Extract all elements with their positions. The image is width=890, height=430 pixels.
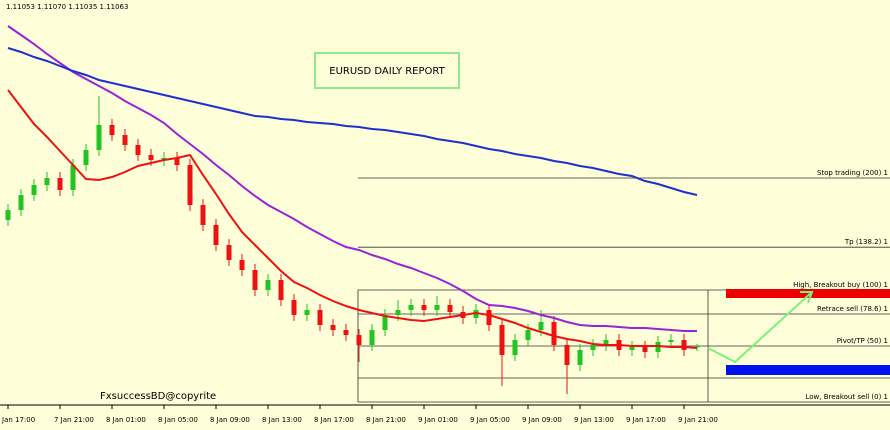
chart-title: EURUSD DAILY REPORT bbox=[329, 66, 445, 77]
forecast-arrow bbox=[707, 291, 813, 364]
x-tick-label: 9 Jan 13:00 bbox=[574, 416, 614, 424]
candle-body bbox=[408, 305, 414, 310]
ohlc-header: 1.11053 1.11070 1.11035 1.11063 bbox=[6, 3, 128, 11]
x-tick-label: 9 Jan 05:00 bbox=[470, 416, 510, 424]
candle-body bbox=[447, 305, 453, 312]
moving-average bbox=[7, 25, 697, 332]
candle-body bbox=[395, 310, 401, 315]
candle-body bbox=[642, 347, 648, 352]
candle-body bbox=[486, 310, 492, 325]
candle-body bbox=[317, 310, 323, 325]
candle-body bbox=[434, 305, 440, 310]
buy-zone bbox=[726, 289, 890, 298]
candle-body bbox=[122, 135, 128, 145]
candle-body bbox=[343, 330, 349, 335]
moving-average bbox=[7, 47, 698, 196]
x-tick-label: 8 Jan 17:00 bbox=[314, 416, 354, 424]
candle-body bbox=[213, 225, 219, 245]
candle-body bbox=[57, 178, 63, 190]
candle-body bbox=[538, 322, 544, 330]
candle-body bbox=[187, 165, 193, 205]
x-tick-label: 9 Jan 01:00 bbox=[418, 416, 458, 424]
level-label: Retrace sell (78.6) 1 bbox=[817, 305, 888, 313]
level-label: Stop trading (200) 1 bbox=[817, 169, 888, 177]
candle-body bbox=[252, 270, 258, 290]
plot bbox=[5, 25, 700, 394]
arrow-head bbox=[800, 291, 814, 304]
x-tick-label: 7 Jan 21:00 bbox=[54, 416, 94, 424]
candle-body bbox=[421, 305, 427, 310]
candle-body bbox=[356, 335, 362, 345]
x-tick-label: 9 Jan 09:00 bbox=[522, 416, 562, 424]
level-label: Low, Breakout sell (0) 1 bbox=[805, 393, 888, 401]
candle-body bbox=[70, 165, 76, 190]
candle-body bbox=[31, 185, 37, 195]
candle-body bbox=[382, 315, 388, 330]
candle-body bbox=[629, 347, 635, 350]
candle-body bbox=[226, 245, 232, 260]
candle-body bbox=[668, 340, 674, 342]
candle-body bbox=[135, 145, 141, 155]
candle-body bbox=[304, 310, 310, 315]
x-tick-label: 8 Jan 01:00 bbox=[106, 416, 146, 424]
candle-body bbox=[694, 345, 700, 348]
candle-body bbox=[96, 125, 102, 150]
watermark: FxsuccessBD@copyrite bbox=[100, 391, 216, 402]
candle-body bbox=[239, 260, 245, 270]
x-tick-label: 8 Jan 13:00 bbox=[262, 416, 302, 424]
candle-body bbox=[525, 330, 531, 340]
candle-body bbox=[681, 340, 687, 350]
level-label: Tp (138.2) 1 bbox=[844, 238, 888, 246]
candle-body bbox=[564, 345, 570, 365]
candle-body bbox=[551, 322, 557, 345]
x-tick-label: 9 Jan 17:00 bbox=[626, 416, 666, 424]
candle-body bbox=[265, 280, 271, 290]
candle-body bbox=[109, 125, 115, 135]
candle-body bbox=[5, 210, 11, 220]
fib-levels: Stop trading (200) 1 Tp (138.2) 1 High, Br… bbox=[357, 169, 890, 403]
candle-body bbox=[590, 345, 596, 350]
candle-body bbox=[499, 325, 505, 355]
candle-body bbox=[18, 195, 24, 210]
candle-body bbox=[278, 280, 284, 300]
candle-body bbox=[369, 330, 375, 345]
candle-body bbox=[291, 300, 297, 315]
title-box bbox=[314, 52, 460, 89]
sell-zone bbox=[726, 365, 890, 375]
x-tick-label: Jan 17:00 bbox=[1, 416, 35, 424]
x-tick-label: 8 Jan 09:00 bbox=[210, 416, 250, 424]
x-tick-label: 8 Jan 05:00 bbox=[158, 416, 198, 424]
candle-body bbox=[174, 158, 180, 165]
candle-body bbox=[603, 340, 609, 345]
x-tick-label: 8 Jan 21:00 bbox=[366, 416, 406, 424]
level-label: High, Breakout buy (100) 1 bbox=[793, 281, 888, 289]
candle-body bbox=[577, 350, 583, 365]
candle-body bbox=[512, 340, 518, 355]
candle-body bbox=[83, 150, 89, 165]
candle-body bbox=[330, 325, 336, 330]
candle-body bbox=[148, 155, 154, 160]
level-label: Pivot/TP (50) 1 bbox=[837, 337, 888, 345]
x-tick-label: 9 Jan 21:00 bbox=[678, 416, 718, 424]
candle-body bbox=[200, 205, 206, 225]
moving-average bbox=[7, 89, 698, 349]
candle-body bbox=[44, 178, 50, 185]
